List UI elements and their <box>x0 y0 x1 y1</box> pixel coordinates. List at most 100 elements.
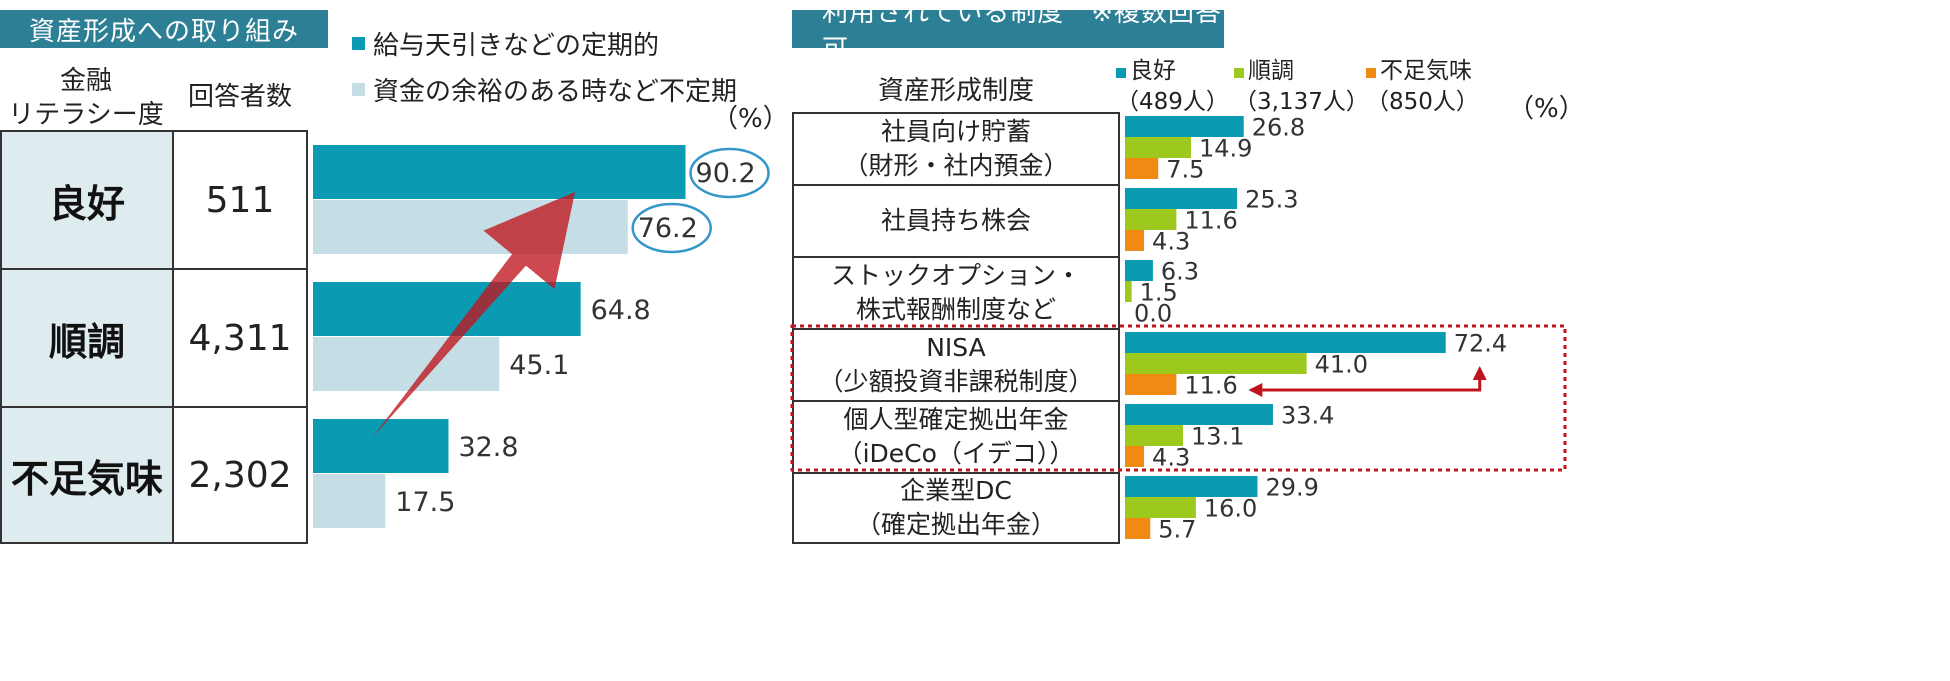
comparison-arrow-head-up <box>1472 366 1487 380</box>
legend-item-regular: 給与天引きなどの定期的 <box>352 26 737 61</box>
system-label-line2: （財形・社内預金） <box>843 151 1069 180</box>
bar-steady <box>1125 137 1192 158</box>
right-legend: 良好 （489人） 順調 （3,137人） 不足気味 （850人） <box>1116 56 1536 120</box>
legend-label-regular: 給与天引きなどの定期的 <box>373 30 660 61</box>
bar-irregular <box>313 200 628 254</box>
value-label-good: 72.4 <box>1454 330 1507 358</box>
value-label-irregular: 76.2 <box>638 213 698 244</box>
literacy-header-line1: 金融 <box>59 66 112 96</box>
bar-good <box>1125 332 1446 353</box>
value-label-lacking: 4.3 <box>1152 444 1190 472</box>
system-column-header: 資産形成制度 <box>877 76 1034 106</box>
value-label-regular: 32.8 <box>458 432 518 463</box>
system-label-line2: （iDeCo（イデコ）） <box>837 439 1075 468</box>
legend-label-steady: 順調 <box>1248 58 1294 84</box>
bar-good <box>1125 476 1258 497</box>
system-label-line2: 株式報酬制度など <box>855 295 1056 324</box>
legend-label-good: 良好 <box>1130 58 1176 84</box>
bar-regular <box>313 282 581 336</box>
legend-item-steady: 順調 （3,137人） <box>1234 56 1369 118</box>
value-label-good: 33.4 <box>1281 402 1334 430</box>
legend-swatch-regular <box>352 36 365 50</box>
bar-lacking <box>1125 230 1145 251</box>
legend-n-steady: （3,137人） <box>1234 89 1369 115</box>
bar-steady <box>1125 281 1132 302</box>
legend-n-lacking: （850人） <box>1366 89 1479 115</box>
bar-lacking <box>1125 158 1159 179</box>
left-bar-chart: 90.2 76.2 64.8 45.1 32.817.5 <box>313 145 770 528</box>
comparison-arrow-line <box>1262 380 1482 392</box>
left-unit-label: （%） <box>712 104 789 134</box>
bar-steady <box>1125 209 1177 230</box>
value-label-steady: 13.1 <box>1191 423 1244 451</box>
literacy-column-header: 金融 リテラシー度 <box>0 64 172 132</box>
legend-item-irregular: 資金の余裕のある時など不定期 <box>352 72 738 107</box>
value-label-regular: 64.8 <box>591 295 651 326</box>
literacy-header-line2: リテラシー度 <box>8 100 164 130</box>
legend-item-good: 良好 （489人） <box>1116 56 1229 118</box>
level-cell-lacking: 不足気味 <box>0 406 174 544</box>
system-row-label: 企業型DC （確定拠出年金） <box>792 472 1120 544</box>
bar-good <box>1125 116 1244 137</box>
value-label-steady: 1.5 <box>1140 279 1178 307</box>
legend-swatch-good <box>1116 68 1126 78</box>
legend-label-lacking: 不足気味 <box>1380 58 1472 84</box>
value-label-steady: 14.9 <box>1199 135 1252 163</box>
legend-item-lacking: 不足気味 （850人） <box>1366 56 1479 118</box>
value-label-lacking: 5.7 <box>1158 516 1196 544</box>
right-unit-label: （%） <box>1508 94 1585 124</box>
respondents-column-header: 回答者数 <box>187 82 292 112</box>
value-label-irregular: 17.5 <box>395 487 455 518</box>
bar-steady <box>1125 353 1307 374</box>
bar-regular <box>313 145 686 199</box>
bar-lacking <box>1125 446 1145 467</box>
value-label-steady: 16.0 <box>1204 495 1257 523</box>
bar-irregular <box>313 474 386 528</box>
system-label-line1: 企業型DC <box>900 476 1012 505</box>
system-row-label: 個人型確定拠出年金 （iDeCo（イデコ）） <box>792 400 1120 474</box>
value-label-good: 29.9 <box>1265 474 1318 502</box>
legend-swatch-steady <box>1234 68 1244 78</box>
system-label-line2: （少額投資非課税制度） <box>818 367 1094 396</box>
system-label-line1: NISA <box>926 333 986 362</box>
count-cell-lacking: 2,302 <box>172 406 308 544</box>
value-label-steady: 41.0 <box>1315 351 1368 379</box>
bar-steady <box>1125 425 1184 446</box>
trend-arrow <box>372 192 575 438</box>
system-row-label: ストックオプション・ 株式報酬制度など <box>792 256 1120 330</box>
legend-n-good: （489人） <box>1116 89 1229 115</box>
value-label-steady: 11.6 <box>1184 207 1237 235</box>
bar-irregular <box>313 337 500 391</box>
highlight-box <box>790 324 1567 472</box>
bar-good <box>1125 404 1273 425</box>
value-label-lacking: 11.6 <box>1184 372 1237 400</box>
bar-good <box>1125 188 1238 209</box>
system-label-line1: ストックオプション・ <box>830 261 1081 290</box>
comparison-arrow-head-left <box>1248 383 1263 397</box>
system-row-label: 社員持ち株会 <box>792 184 1120 258</box>
value-label-lacking: 7.5 <box>1166 156 1204 184</box>
value-label-good: 25.3 <box>1245 186 1298 214</box>
value-label-lacking: 0.0 <box>1134 300 1172 328</box>
system-label-line2: （確定拠出年金） <box>855 510 1056 539</box>
legend-label-irregular: 資金の余裕のある時など不定期 <box>373 76 738 107</box>
value-label-irregular: 45.1 <box>509 350 569 381</box>
legend-swatch-irregular <box>352 82 365 96</box>
value-label-good: 26.8 <box>1252 114 1305 142</box>
left-panel-header: 資産形成への取り組み <box>0 10 328 48</box>
system-label-line1: 社員持ち株会 <box>880 206 1031 235</box>
bar-good <box>1125 260 1153 281</box>
left-legend: 給与天引きなどの定期的 資金の余裕のある時など不定期 <box>352 26 738 107</box>
highlight-circle <box>689 147 770 199</box>
system-label-line1: 社員向け貯蓄 <box>880 117 1031 146</box>
system-row-label: NISA （少額投資非課税制度） <box>792 328 1120 402</box>
system-row-label: 社員向け貯蓄 （財形・社内預金） <box>792 112 1120 186</box>
bar-lacking <box>1125 518 1151 539</box>
right-panel-header: 利用されている制度 ※複数回答可 <box>792 0 1224 65</box>
highlight-circle <box>631 202 712 254</box>
bar-lacking <box>1125 374 1177 395</box>
value-label-lacking: 4.3 <box>1152 228 1190 256</box>
legend-swatch-lacking <box>1366 68 1376 78</box>
bar-steady <box>1125 497 1196 518</box>
right-bar-chart: 26.814.97.525.311.64.36.31.50.072.441.01… <box>790 114 1567 544</box>
